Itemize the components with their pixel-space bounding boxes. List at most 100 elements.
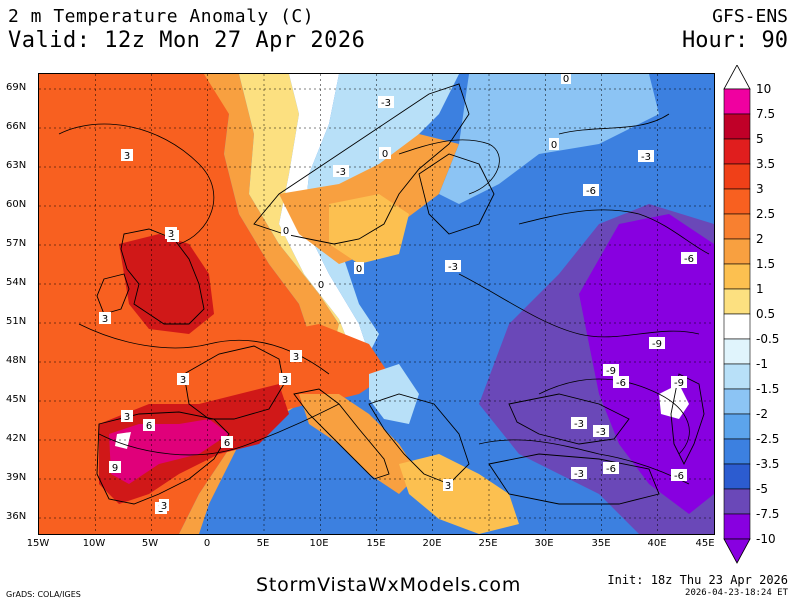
model-info: GFS-ENS Hour: 90	[682, 6, 788, 54]
contour-label: -9	[671, 376, 687, 389]
coastline-caspian	[670, 373, 705, 466]
svg-text:-9: -9	[652, 339, 662, 350]
contour-label: 0	[561, 74, 571, 85]
svg-text:-6: -6	[606, 464, 616, 475]
lon-label: 40E	[647, 538, 667, 549]
contour-label: 0	[281, 224, 291, 237]
svg-text:-9: -9	[674, 378, 684, 389]
svg-text:0: 0	[563, 74, 569, 85]
colorbar-label: -1.5	[756, 382, 780, 396]
field-pale-atlantic	[239, 74, 349, 364]
contour-label: -6	[671, 469, 687, 482]
model-name: GFS-ENS	[712, 6, 788, 27]
svg-text:0: 0	[356, 264, 362, 275]
coastline-italy	[293, 388, 390, 480]
field-white-core	[659, 384, 689, 419]
contour-labels: 3 3 3 3 3 3 3 3 6 6 9 3 -3 -3 -3 0 -6 -3…	[99, 74, 697, 515]
contour-label: 3	[121, 149, 133, 162]
lon-label: 30E	[534, 538, 554, 549]
lat-label: 54N	[6, 277, 27, 288]
svg-text:0: 0	[318, 280, 324, 291]
svg-text:3: 3	[102, 314, 108, 325]
colorbar-swatch	[723, 113, 751, 140]
contour-label: 3	[443, 479, 453, 492]
lat-label: 36N	[6, 511, 27, 522]
grads-credit: GrADS: COLA/IGES	[6, 590, 81, 599]
colorbar-label: -1	[756, 357, 768, 371]
svg-text:-3: -3	[596, 427, 606, 438]
contour-label: 3	[99, 312, 111, 325]
colorbar-label: 10	[756, 82, 772, 96]
lon-label: 15W	[26, 538, 50, 549]
svg-text:-3: -3	[448, 262, 458, 273]
svg-text:-6: -6	[684, 254, 694, 265]
svg-text:-9: -9	[606, 366, 616, 377]
contour-label: 9	[109, 461, 121, 474]
svg-text:-6: -6	[616, 378, 626, 389]
coastline-iberia	[96, 411, 230, 505]
colorbar-swatch	[723, 263, 751, 290]
generated-time: 2026-04-23-18:24 ET	[685, 588, 788, 598]
svg-text:3: 3	[124, 412, 130, 423]
colorbar-swatch	[723, 88, 751, 115]
contour-label: -6	[603, 462, 619, 475]
contour-line	[458, 273, 700, 338]
colorbar-label: 7.5	[756, 107, 776, 121]
colorbar-swatch	[723, 438, 751, 465]
colorbar-label: -7.5	[756, 507, 780, 521]
anomaly-map: 3 3 3 3 3 3 3 3 6 6 9 3 -3 -3 -3 0 -6 -3…	[38, 73, 715, 535]
lat-label: 66N	[6, 121, 27, 132]
svg-text:3: 3	[180, 375, 186, 386]
coastline-finland	[418, 153, 495, 235]
contour-line	[478, 439, 690, 485]
field-ice-balkans	[369, 364, 419, 424]
contour-label: -3	[593, 425, 609, 438]
contour-line	[558, 113, 670, 135]
field-white-spain	[115, 432, 131, 449]
colorbar-swatch	[723, 513, 751, 540]
forecast-hour: Hour: 90	[682, 28, 788, 53]
colorbar-label: 0.5	[756, 307, 776, 321]
colorbar-swatch	[723, 163, 751, 190]
colorbar-swatch	[723, 463, 751, 490]
coastline-turkey	[488, 453, 660, 505]
field-red-uk	[119, 234, 214, 334]
lon-label: 5E	[256, 538, 270, 549]
svg-text:0: 0	[283, 226, 289, 237]
lat-label: 45N	[6, 394, 27, 405]
colorbar-label: 3.5	[756, 157, 776, 171]
colorbar-label: 1.5	[756, 257, 776, 271]
colorbar-swatch	[723, 138, 751, 165]
contour-label: -3	[445, 260, 461, 273]
lon-label: 10E	[309, 538, 329, 549]
colorbar-label: -2	[756, 407, 768, 421]
colorbar-label: -10	[756, 532, 776, 546]
contour-label: 3	[159, 499, 169, 512]
contour-label: 0	[379, 147, 391, 160]
title-variable: 2 m Temperature Anomaly (C)	[8, 6, 315, 27]
map-fields	[39, 74, 714, 534]
colorbar-label: 2.5	[756, 207, 776, 221]
field-ice-scandinavia	[304, 74, 459, 354]
colorbar-bottom-arrow	[723, 538, 751, 564]
contour-label: 3	[177, 373, 189, 386]
lat-label: 60N	[6, 199, 27, 210]
field-magenta-iberia	[109, 419, 229, 484]
svg-text:3: 3	[124, 151, 130, 162]
contour-label: 3	[165, 227, 177, 240]
coastline-scandinavia	[253, 83, 470, 245]
colorbar	[723, 65, 751, 564]
colorbar-swatch	[723, 338, 751, 365]
colorbar-swatch	[723, 363, 751, 390]
field-white-gap	[279, 74, 369, 354]
contour-label: -6	[583, 184, 599, 197]
colorbar-label: 1	[756, 282, 764, 296]
svg-text:9: 9	[112, 463, 118, 474]
colorbar-swatch	[723, 288, 751, 315]
lon-label: 0	[203, 538, 211, 549]
contour-label: -9	[649, 337, 665, 350]
colorbar-swatch	[723, 238, 751, 265]
svg-text:6: 6	[224, 438, 230, 449]
coastline-ireland	[96, 273, 130, 315]
contour-label: 0	[354, 262, 364, 275]
